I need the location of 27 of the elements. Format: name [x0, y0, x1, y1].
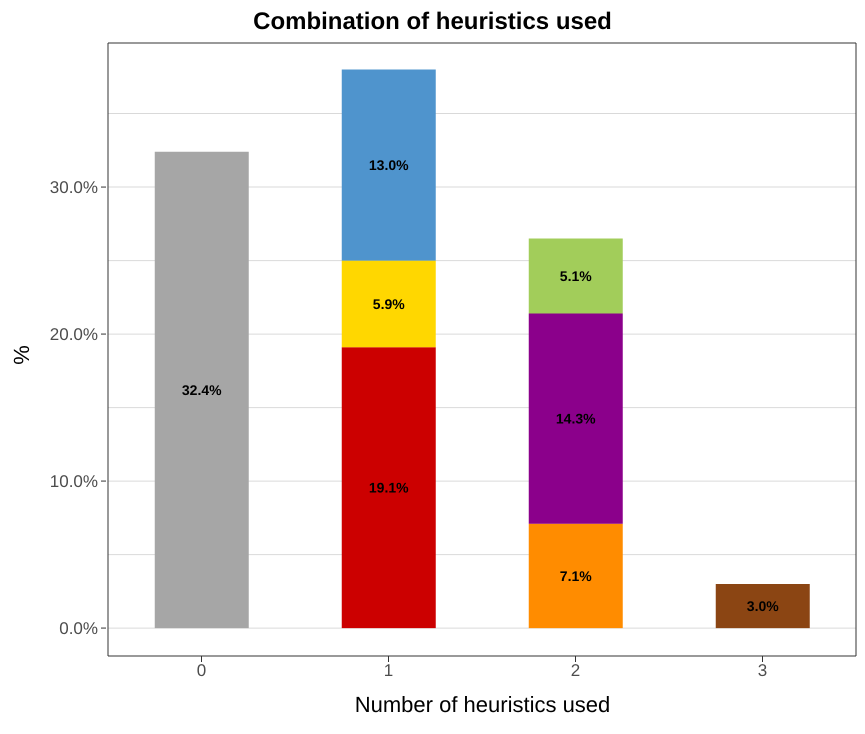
data-label: 5.1% [560, 268, 592, 284]
data-label: 13.0% [368, 156, 410, 173]
bar [342, 260, 436, 348]
bar [716, 584, 810, 628]
data-label: 7.1% [560, 568, 592, 584]
bar [154, 152, 249, 628]
y-tick-label: 20.0% [50, 325, 98, 344]
bar [342, 69, 436, 261]
bar [528, 238, 623, 314]
chart-title: Combination of heuristics used [252, 8, 613, 37]
bar [528, 524, 623, 628]
data-label: 14.3% [556, 410, 596, 427]
y-tick-label: 10.0% [50, 472, 98, 492]
x-tick-label: 3 [758, 661, 768, 680]
y-tick-label: 30.0% [50, 178, 98, 198]
y-tick-label: 0.0% [59, 619, 98, 638]
y-axis-title: % [8, 345, 35, 365]
data-label: 5.9% [372, 296, 406, 312]
data-label: 32.4% [182, 382, 222, 398]
x-tick-label: 2 [570, 661, 580, 680]
bar [528, 313, 623, 524]
x-tick-label: 1 [384, 661, 394, 680]
x-axis-title: Number of heuristics used [354, 692, 612, 718]
x-tick-label: 0 [196, 661, 206, 680]
data-label: 19.1% [368, 480, 410, 496]
data-label: 3.0% [746, 598, 780, 614]
bar [342, 347, 436, 628]
